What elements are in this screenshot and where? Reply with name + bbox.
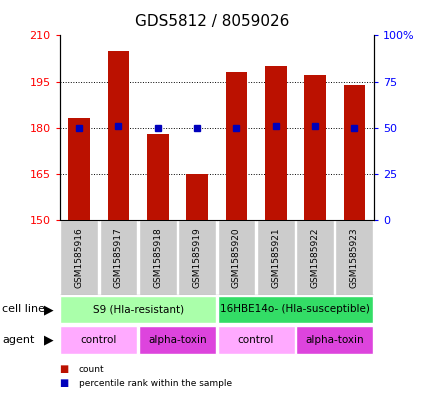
Text: ■: ■ — [60, 364, 69, 375]
Text: GSM1585916: GSM1585916 — [75, 227, 84, 288]
Text: alpha-toxin: alpha-toxin — [148, 335, 207, 345]
Text: GDS5812 / 8059026: GDS5812 / 8059026 — [135, 14, 290, 29]
Text: count: count — [79, 365, 104, 374]
Bar — [68, 119, 90, 220]
Bar — [99, 220, 137, 295]
Text: control: control — [238, 335, 274, 345]
Text: control: control — [81, 335, 117, 345]
Text: agent: agent — [2, 335, 34, 345]
Text: 16HBE14o- (Hla-susceptible): 16HBE14o- (Hla-susceptible) — [221, 305, 370, 314]
Bar — [147, 134, 169, 220]
Text: GSM1585922: GSM1585922 — [311, 227, 320, 288]
Text: GSM1585921: GSM1585921 — [271, 227, 280, 288]
Bar — [226, 72, 247, 220]
Bar — [60, 326, 137, 354]
Text: ▶: ▶ — [44, 303, 54, 316]
Bar — [257, 220, 295, 295]
Bar — [186, 174, 208, 220]
Text: ▶: ▶ — [44, 333, 54, 347]
Bar — [139, 220, 177, 295]
Bar — [265, 66, 286, 220]
Bar — [108, 51, 129, 220]
Bar — [60, 296, 216, 323]
Bar — [296, 220, 334, 295]
Bar — [304, 75, 326, 220]
Text: ■: ■ — [60, 378, 69, 388]
Text: GSM1585918: GSM1585918 — [153, 227, 162, 288]
Bar — [218, 296, 373, 323]
Text: percentile rank within the sample: percentile rank within the sample — [79, 379, 232, 387]
Text: GSM1585919: GSM1585919 — [193, 227, 201, 288]
Bar — [335, 220, 373, 295]
Bar — [343, 84, 365, 220]
Text: cell line: cell line — [2, 305, 45, 314]
Bar — [178, 220, 216, 295]
Bar — [139, 326, 216, 354]
Bar — [218, 220, 255, 295]
Text: GSM1585917: GSM1585917 — [114, 227, 123, 288]
Text: GSM1585923: GSM1585923 — [350, 227, 359, 288]
Bar — [218, 326, 295, 354]
Bar — [296, 326, 373, 354]
Text: S9 (Hla-resistant): S9 (Hla-resistant) — [93, 305, 184, 314]
Text: GSM1585920: GSM1585920 — [232, 227, 241, 288]
Text: alpha-toxin: alpha-toxin — [306, 335, 364, 345]
Bar — [60, 220, 98, 295]
